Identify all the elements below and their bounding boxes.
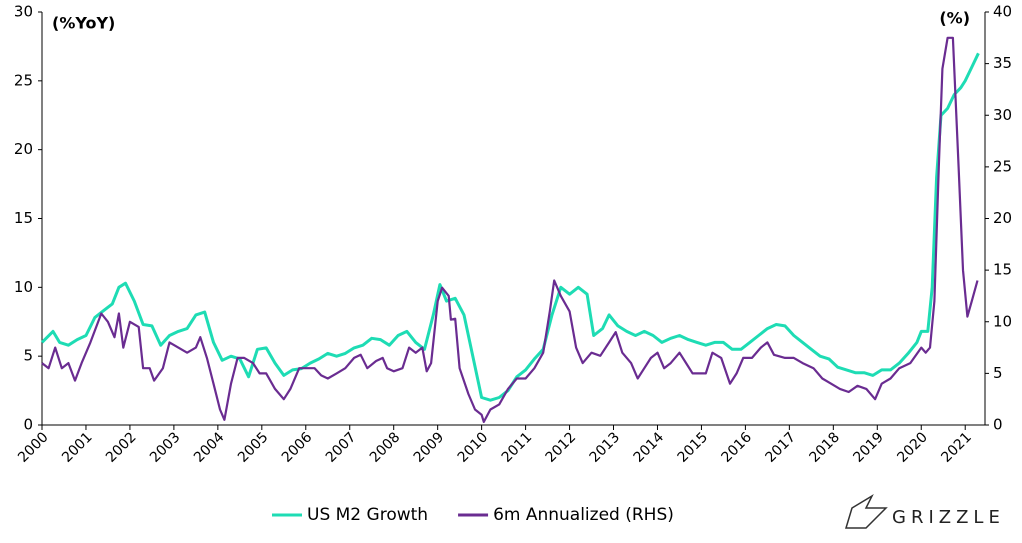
x-tick-label: 2016	[719, 429, 756, 466]
series-line	[41, 36, 979, 423]
y2-tick-label: 0	[993, 416, 1003, 434]
y2-tick-label: 5	[993, 364, 1003, 382]
y2-tick-label: 30	[993, 106, 1012, 124]
y-tick-label: 15	[14, 209, 33, 227]
y-tick-label: 5	[23, 347, 33, 365]
x-tick-label: 2001	[59, 429, 96, 466]
x-tick-label: 2021	[938, 429, 975, 466]
x-tick-label: 2015	[675, 429, 712, 466]
x-tick-label: 2008	[367, 429, 404, 466]
legend-label: US M2 Growth	[307, 505, 428, 525]
x-tick-label: 2013	[587, 429, 624, 466]
y2-tick-label: 10	[993, 312, 1012, 330]
x-tick-label: 2000	[15, 429, 52, 466]
x-tick-label: 2019	[850, 429, 887, 466]
x-tick-label: 2014	[631, 429, 668, 466]
y-tick-label: 20	[14, 140, 33, 158]
y-axis-label: (%YoY)	[52, 14, 115, 33]
logo: GRIZZLE	[844, 494, 1005, 529]
x-tick-label: 2004	[191, 429, 228, 466]
x-tick-label: 2007	[323, 429, 360, 466]
x-tick-label: 2010	[455, 429, 492, 466]
x-tick-label: 2006	[279, 429, 316, 466]
x-tick-label: 2002	[103, 429, 140, 466]
x-tick-label: 2011	[499, 429, 536, 466]
y-tick-label: 25	[14, 71, 33, 89]
y-tick-label: 0	[23, 416, 33, 434]
x-tick-label: 2005	[235, 429, 272, 466]
y-tick-label: 10	[14, 278, 33, 296]
x-tick-label: 2012	[543, 429, 580, 466]
logo-text: GRIZZLE	[892, 507, 1005, 528]
y2-axis-label: (%)	[939, 9, 970, 28]
x-tick-label: 2017	[763, 429, 800, 466]
y-tick-label: 30	[14, 3, 33, 21]
x-tick-label: 2003	[147, 429, 184, 466]
x-tick-label: 2018	[806, 429, 843, 466]
legend-label: 6m Annualized (RHS)	[493, 505, 674, 525]
y2-tick-label: 25	[993, 157, 1012, 175]
series-line	[40, 52, 980, 402]
x-tick-label: 2020	[894, 429, 931, 466]
x-tick-label: 2009	[411, 429, 448, 466]
y2-tick-label: 35	[993, 54, 1012, 72]
y2-tick-label: 40	[993, 3, 1012, 21]
y2-tick-label: 15	[993, 261, 1012, 279]
y2-tick-label: 20	[993, 209, 1012, 227]
